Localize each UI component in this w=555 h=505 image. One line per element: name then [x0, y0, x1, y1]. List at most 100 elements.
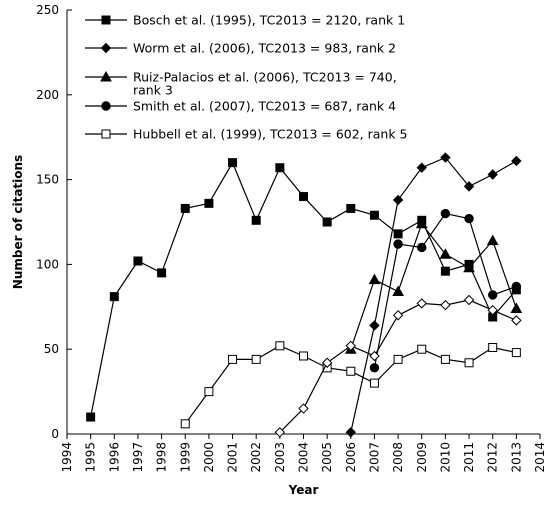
legend: Bosch et al. (1995), TC2013 = 2120, rank… [85, 13, 408, 142]
data-point [511, 315, 522, 326]
legend-label: Hubbell et al. (1999), TC2013 = 602, ran… [133, 127, 408, 142]
series-1 [86, 158, 521, 422]
x-tick-label: 2005 [320, 442, 334, 473]
data-point [487, 304, 498, 316]
data-point [251, 354, 261, 364]
y-tick-label: 100 [36, 257, 59, 271]
x-tick-label: 1999 [178, 442, 192, 473]
x-tick-label: 2001 [226, 442, 240, 473]
data-point [439, 248, 452, 259]
data-point [463, 294, 475, 306]
legend-label: Ruiz-Palacios et al. (2006), TC2013 = 74… [133, 70, 397, 98]
y-tick-label: 150 [36, 173, 59, 187]
legend-item: Ruiz-Palacios et al. (2006), TC2013 = 74… [85, 70, 397, 98]
x-tick-label: 2009 [415, 442, 429, 473]
data-point [417, 344, 427, 354]
x-tick-label: 2007 [367, 442, 381, 473]
legend-label: Worm et al. (2006), TC2013 = 983, rank 2 [133, 41, 396, 56]
data-point [369, 363, 380, 373]
data-point [392, 285, 404, 297]
series-layer [86, 152, 523, 438]
data-point [204, 387, 214, 397]
data-point [321, 357, 333, 368]
data-point [463, 261, 475, 273]
data-point [228, 354, 238, 364]
data-point [346, 203, 356, 213]
data-point [275, 163, 285, 173]
data-point [393, 229, 403, 239]
y-tick-label: 200 [36, 88, 59, 102]
x-tick-label: 2004 [297, 442, 311, 473]
data-point [511, 155, 522, 167]
x-axis-title: Year [288, 483, 319, 497]
x-tick-label: 1996 [107, 442, 121, 473]
x-tick-label: 2014 [533, 442, 547, 473]
series-5 [180, 341, 521, 429]
data-point [345, 427, 357, 438]
data-point [275, 341, 285, 351]
data-point [345, 340, 357, 352]
data-point [368, 273, 381, 285]
series-4 [369, 208, 522, 373]
x-tick-label: 1998 [155, 442, 169, 473]
x-tick-label: 2002 [249, 442, 263, 473]
y-axis-title: Number of citations [11, 155, 25, 289]
x-axis-ticks: 1994 1995 1996 1997 1998 1999 2000 2001 2002 2003… [60, 434, 547, 473]
data-point [322, 217, 332, 227]
data-point [393, 354, 403, 364]
data-point [440, 208, 451, 219]
data-point [109, 292, 119, 302]
legend-item: Bosch et al. (1995), TC2013 = 2120, rank… [85, 13, 405, 28]
legend-marker [100, 42, 112, 54]
x-tick-label: 2010 [438, 442, 452, 473]
data-point [369, 350, 380, 362]
data-point [486, 234, 499, 246]
legend-marker [100, 70, 112, 82]
data-point [417, 242, 427, 253]
legend-label: Bosch et al. (1995), TC2013 = 2120, rank… [133, 13, 405, 28]
legend-item: Worm et al. (2006), TC2013 = 983, rank 2 [85, 41, 396, 56]
x-tick-label: 2003 [273, 442, 287, 473]
data-point [157, 268, 167, 278]
data-point [415, 217, 428, 229]
data-point [487, 169, 498, 180]
y-tick-label: 0 [51, 427, 59, 441]
y-tick-label: 250 [36, 3, 59, 17]
x-tick-label: 1995 [84, 442, 98, 473]
data-point [204, 198, 214, 208]
data-point [299, 351, 308, 361]
x-tick-label: 2012 [486, 442, 500, 473]
x-tick-label: 2006 [344, 442, 358, 473]
series-3 [344, 217, 523, 354]
data-point [299, 192, 308, 202]
series-6 [274, 294, 522, 438]
x-tick-label: 2000 [202, 442, 216, 473]
data-point [416, 162, 427, 173]
legend-item: Smith et al. (2007), TC2013 = 687, rank … [85, 99, 396, 114]
legend-marker [101, 101, 111, 111]
legend-marker [101, 129, 111, 139]
data-point [440, 354, 450, 364]
data-point [511, 281, 522, 292]
legend-marker [101, 15, 111, 25]
data-point [392, 310, 404, 321]
data-point [369, 210, 379, 220]
data-point [440, 152, 451, 163]
data-point [369, 320, 380, 331]
axes: 1994 1995 1996 1997 1998 1999 2000 2001 2002 2003… [36, 3, 547, 473]
data-point [511, 348, 521, 358]
data-point [228, 158, 238, 168]
data-point [86, 412, 96, 422]
data-point [440, 266, 450, 276]
series-line [350, 156, 517, 433]
data-point [180, 203, 190, 213]
data-point [488, 343, 498, 353]
data-point [463, 181, 475, 192]
data-point [346, 366, 356, 376]
data-point [369, 378, 379, 388]
data-point [464, 358, 474, 368]
x-tick-label: 1997 [131, 442, 145, 473]
data-point [392, 194, 404, 206]
data-point [440, 299, 451, 311]
